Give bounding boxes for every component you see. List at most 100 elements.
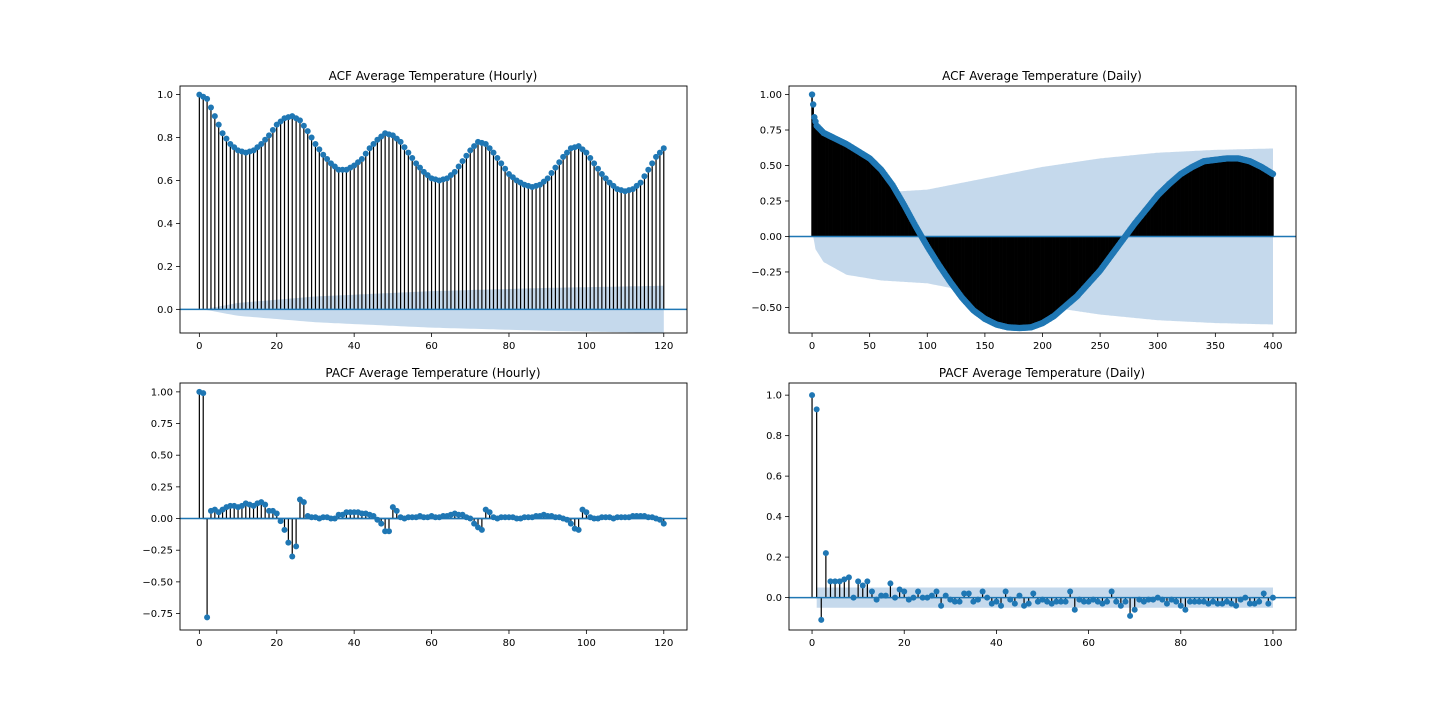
data-point bbox=[1214, 600, 1221, 607]
y-tick-label: 1.0 bbox=[766, 391, 782, 402]
data-point bbox=[370, 513, 377, 519]
data-point bbox=[490, 149, 497, 156]
plot-area: 0 20 40 60 80 100 120 −0.75 −0.50 −0.25 0.00 0.25 0.… bbox=[142, 382, 688, 649]
data-point bbox=[1163, 600, 1170, 607]
data-point bbox=[471, 520, 478, 527]
data-point bbox=[204, 614, 211, 621]
y-tick-label: 0.25 bbox=[151, 482, 173, 493]
data-point bbox=[1117, 602, 1124, 609]
data-point bbox=[938, 602, 945, 609]
data-point bbox=[200, 390, 207, 397]
x-tick-label: 20 bbox=[270, 638, 283, 649]
data-point bbox=[1067, 588, 1074, 595]
data-point bbox=[660, 520, 667, 527]
data-point bbox=[594, 165, 601, 172]
data-point bbox=[544, 175, 551, 182]
chart-title: ACF Average Temperature (Hourly) bbox=[329, 69, 538, 83]
y-tick-label: 0.2 bbox=[157, 262, 173, 273]
data-point bbox=[1034, 598, 1041, 605]
y-tick-label: 0.6 bbox=[766, 472, 782, 483]
y-tick-label: 0.75 bbox=[151, 419, 173, 430]
data-point bbox=[859, 582, 866, 589]
data-point bbox=[266, 132, 273, 139]
data-point bbox=[1191, 598, 1198, 605]
x-tick-label: 60 bbox=[425, 341, 438, 352]
data-point bbox=[979, 588, 986, 595]
data-point bbox=[366, 145, 373, 152]
data-point bbox=[300, 499, 307, 506]
data-point bbox=[308, 134, 315, 141]
data-point bbox=[998, 602, 1005, 609]
data-point bbox=[413, 160, 420, 167]
plot-area: 0 50 100 150 200 250 300 350 400 −0.50 −0.25 0.00 0.… bbox=[751, 85, 1297, 352]
data-point bbox=[1108, 588, 1115, 595]
x-tick-label: 40 bbox=[348, 341, 361, 352]
chart-title: PACF Average Temperature (Hourly) bbox=[325, 366, 540, 380]
data-point bbox=[1200, 598, 1207, 605]
y-tick-label: 0.25 bbox=[760, 196, 782, 207]
data-point bbox=[1021, 602, 1028, 609]
y-tick-label: 0.0 bbox=[157, 305, 173, 316]
x-tick-label: 40 bbox=[348, 638, 361, 649]
data-point bbox=[304, 128, 311, 135]
data-point bbox=[1177, 602, 1184, 609]
data-point bbox=[296, 117, 303, 124]
data-point bbox=[1122, 598, 1129, 605]
x-tick-label: 100 bbox=[918, 341, 937, 352]
data-point bbox=[1265, 600, 1272, 607]
data-point bbox=[486, 509, 493, 516]
data-point bbox=[556, 159, 563, 166]
data-point bbox=[281, 526, 288, 533]
y-tick-label: 0.8 bbox=[157, 133, 173, 144]
data-point bbox=[1131, 606, 1138, 613]
y-tick-label: 0.4 bbox=[157, 219, 173, 230]
plot-area: 0 20 40 60 80 100 120 0.0 0.2 0.4 0.6 0.8 1.0 bbox=[157, 85, 688, 352]
data-point bbox=[397, 138, 404, 145]
x-tick-label: 150 bbox=[975, 341, 994, 352]
x-tick-label: 50 bbox=[863, 341, 876, 352]
data-point bbox=[832, 578, 839, 585]
data-point bbox=[1196, 598, 1203, 605]
y-tick-label: 0.4 bbox=[766, 512, 782, 523]
data-point bbox=[358, 156, 365, 163]
data-point bbox=[656, 149, 663, 156]
data-point bbox=[591, 160, 598, 167]
data-point bbox=[587, 154, 594, 161]
data-point bbox=[1025, 600, 1032, 607]
panel-acf-daily: ACF Average Temperature (Daily) 0 50 100 15… bbox=[751, 69, 1297, 352]
chart-title: PACF Average Temperature (Daily) bbox=[939, 366, 1145, 380]
data-point bbox=[1002, 588, 1009, 595]
data-point bbox=[855, 578, 862, 585]
data-point bbox=[988, 600, 995, 607]
y-tick-label: −0.25 bbox=[751, 267, 782, 278]
data-point bbox=[370, 140, 377, 147]
data-point bbox=[478, 526, 485, 533]
data-point bbox=[1228, 600, 1235, 607]
data-point bbox=[598, 171, 605, 178]
data-point bbox=[1048, 600, 1055, 607]
y-tick-label: −0.25 bbox=[142, 546, 173, 557]
data-point bbox=[223, 135, 230, 142]
x-tick-label: 60 bbox=[425, 638, 438, 649]
data-point bbox=[575, 526, 582, 533]
x-tick-label: 100 bbox=[577, 638, 596, 649]
data-point bbox=[808, 91, 816, 98]
x-tick-label: 0 bbox=[196, 341, 202, 352]
data-point bbox=[896, 586, 903, 593]
data-point bbox=[933, 588, 940, 595]
data-point bbox=[494, 154, 501, 161]
data-point bbox=[293, 543, 300, 550]
data-point bbox=[498, 160, 505, 167]
data-point bbox=[1053, 598, 1060, 605]
data-point bbox=[583, 509, 590, 516]
data-point bbox=[868, 588, 875, 595]
data-point bbox=[312, 140, 319, 147]
x-tick-label: 100 bbox=[577, 341, 596, 352]
data-point bbox=[362, 150, 369, 157]
y-tick-label: 1.00 bbox=[760, 90, 782, 101]
data-point bbox=[471, 143, 478, 150]
x-tick-label: 20 bbox=[898, 638, 911, 649]
x-tick-label: 120 bbox=[654, 341, 673, 352]
y-tick-label: 0.00 bbox=[760, 232, 782, 243]
